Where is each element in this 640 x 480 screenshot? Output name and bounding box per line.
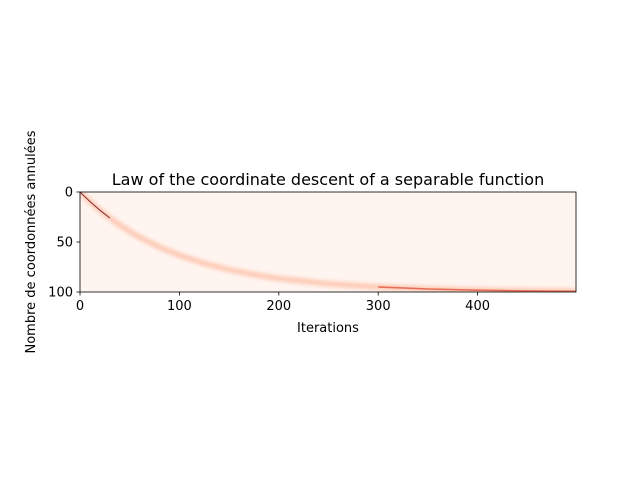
y-tick-label: 50 <box>56 236 73 251</box>
y-axis: 0 50 100 <box>48 186 80 301</box>
x-axis-title: Iterations <box>297 321 359 336</box>
density-band-head <box>80 192 111 219</box>
y-tick-label: 100 <box>48 286 73 301</box>
x-tick-label: 300 <box>366 299 391 314</box>
density-band <box>80 192 576 292</box>
x-tick-label: 0 <box>76 299 84 314</box>
x-tick-label: 100 <box>167 299 192 314</box>
y-tick-label: 0 <box>65 186 73 201</box>
x-tick-label: 400 <box>465 299 490 314</box>
density-band-tail <box>378 286 576 292</box>
x-tick-label: 200 <box>266 299 291 314</box>
x-axis: 0 100 200 300 400 <box>76 292 490 314</box>
heatmap-background <box>80 192 576 292</box>
chart-title: Law of the coordinate descent of a separ… <box>112 170 544 189</box>
y-axis-title: Nombre de coordonnées annulées <box>24 130 39 353</box>
